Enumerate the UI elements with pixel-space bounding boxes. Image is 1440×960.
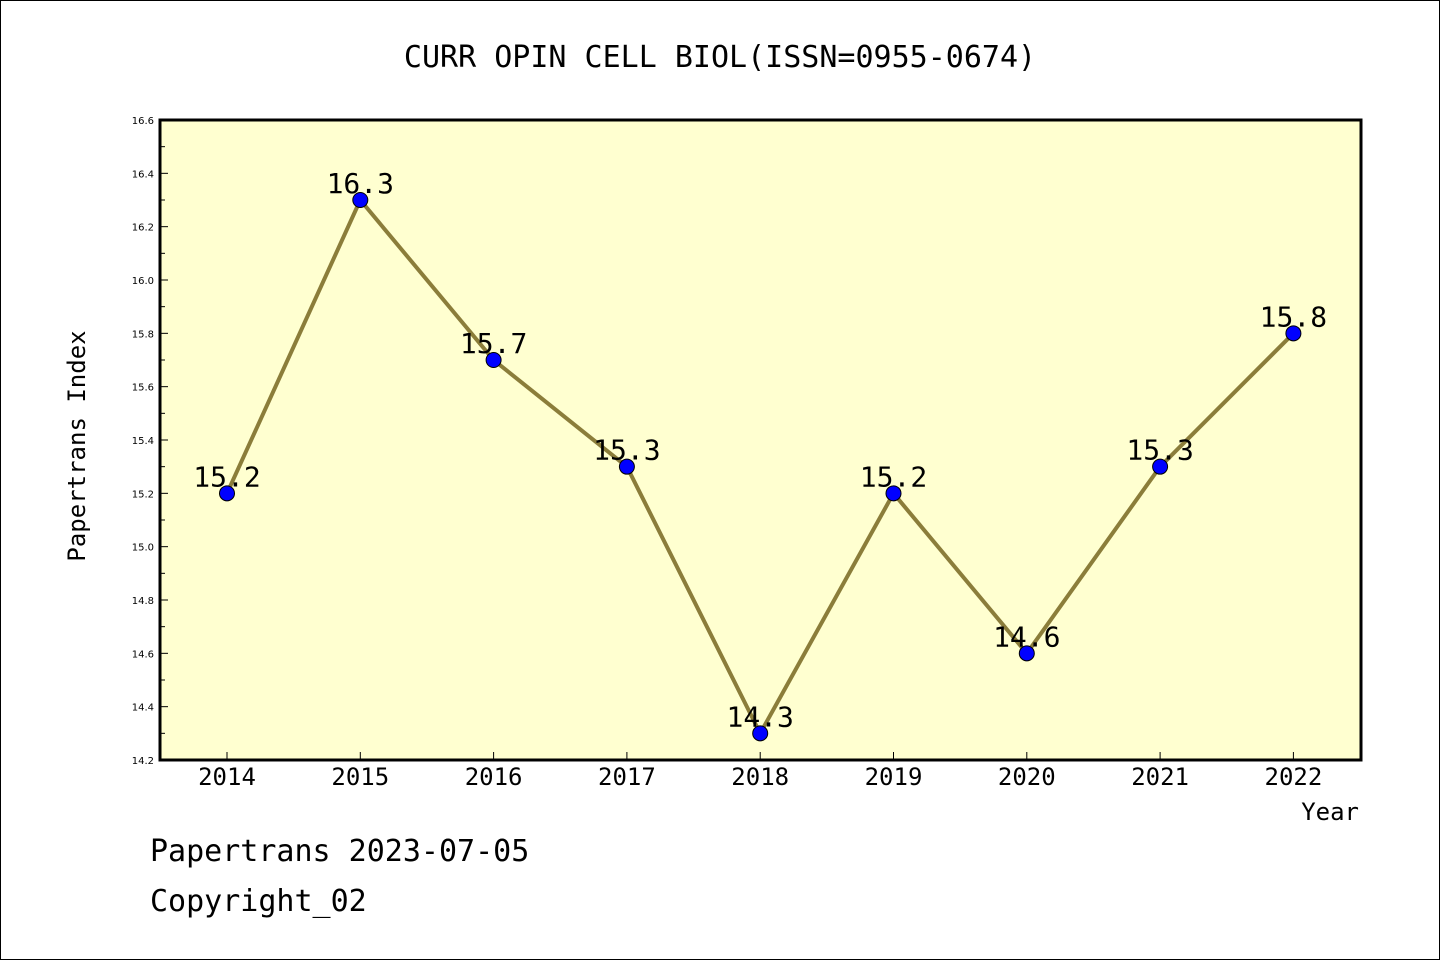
footer-copyright: Copyright_02 xyxy=(150,884,367,919)
x-tick-label: 2014 xyxy=(198,763,256,791)
y-tick-label: 15.4 xyxy=(132,436,154,447)
data-point xyxy=(885,485,902,502)
data-labels: 15.2 16.3 15.7 15.3 14.3 15.2 14.6 15.3 15.8 xyxy=(193,167,1327,733)
plot-border xyxy=(158,118,1363,762)
y-axis-label: Papertrans Index xyxy=(63,330,91,561)
footer-source: Papertrans 2023-07-05 xyxy=(150,834,530,869)
y-tick-label: 14.2 xyxy=(132,756,154,767)
data-point xyxy=(485,352,502,368)
data-point xyxy=(1285,325,1302,342)
data-point xyxy=(352,192,369,208)
x-tick-label: 2017 xyxy=(598,763,656,791)
plot-area xyxy=(160,120,1361,760)
data-point xyxy=(752,725,769,742)
data-label: 15.7 xyxy=(460,327,527,360)
x-axis-ticks: 2014 2015 2016 2017 2018 2019 2020 2021 2022 xyxy=(198,752,1322,791)
y-tick-label: 16.0 xyxy=(132,276,154,287)
y-tick-label: 15.8 xyxy=(132,329,154,340)
data-point xyxy=(1018,645,1035,662)
y-tick-label: 14.6 xyxy=(132,649,154,660)
chart-title: CURR OPIN CELL BIOL(ISSN=0955-0674) xyxy=(404,40,1036,75)
data-label: 15.2 xyxy=(193,460,260,493)
data-point xyxy=(1152,458,1169,475)
x-tick-label: 2018 xyxy=(731,763,789,791)
y-tick-label: 15.6 xyxy=(132,383,154,394)
data-label: 16.3 xyxy=(327,167,394,200)
x-tick-label: 2021 xyxy=(1131,763,1189,791)
y-tick-label: 15.0 xyxy=(132,543,154,554)
data-point xyxy=(219,485,235,502)
x-tick-label: 2022 xyxy=(1265,763,1323,791)
y-tick-label: 14.4 xyxy=(132,703,154,714)
data-label: 15.3 xyxy=(1126,434,1193,467)
data-label: 15.8 xyxy=(1260,300,1327,333)
x-axis-label: Year xyxy=(1301,798,1359,826)
y-tick-label: 16.6 xyxy=(132,116,154,127)
data-label: 15.2 xyxy=(860,460,927,493)
x-tick-label: 2015 xyxy=(331,763,389,791)
y-tick-label: 14.8 xyxy=(132,596,154,607)
x-tick-label: 2016 xyxy=(465,763,523,791)
x-tick-label: 2019 xyxy=(865,763,923,791)
x-tick-label: 2020 xyxy=(998,763,1056,791)
y-tick-label: 15.2 xyxy=(132,489,154,500)
data-label: 14.3 xyxy=(726,700,793,733)
data-label: 15.3 xyxy=(593,434,660,467)
y-tick-label: 16.4 xyxy=(132,169,154,180)
data-label: 14.6 xyxy=(993,620,1060,653)
data-point xyxy=(618,458,635,475)
series-markers xyxy=(219,192,1302,742)
y-tick-label: 16.2 xyxy=(132,223,154,234)
